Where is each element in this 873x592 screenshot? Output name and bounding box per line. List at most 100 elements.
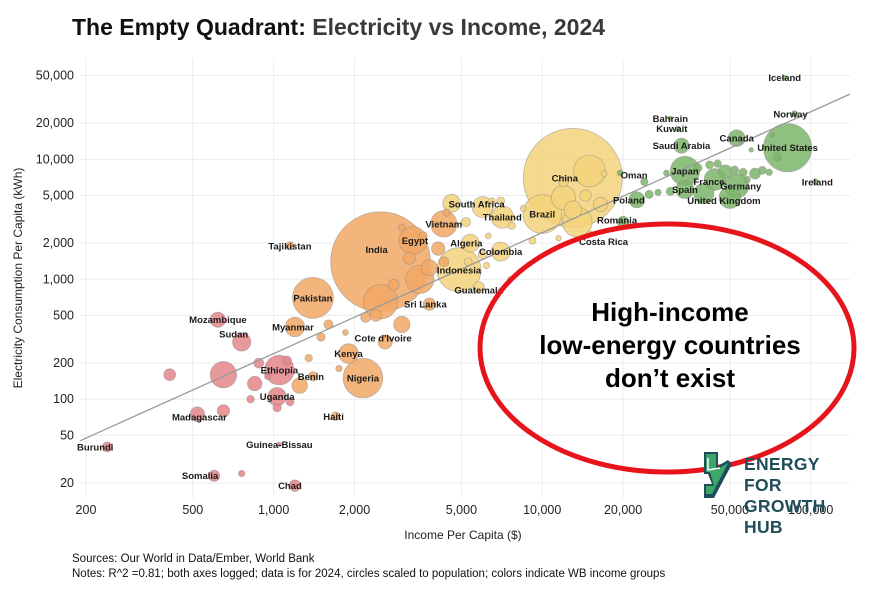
bubble-guinea-bissau [276,441,282,447]
bubble [496,196,505,206]
sources-note: Sources: Our World in Data/Ember, World … [72,553,315,565]
bubble-bahrain [667,115,673,121]
bubble [335,364,343,373]
bubble [418,231,428,241]
bubble-chad [288,479,302,492]
bubble [393,315,411,333]
point-label: Tajikistan [268,241,311,252]
point-label: Cote d'Ivoire [355,333,412,344]
bubble [246,395,255,404]
x-tick-labels: 200 500 1,000 2,000 5,000 10,000 20,000 50,000 1… [76,503,834,517]
bubble [484,232,492,240]
point-label: Kuwait [656,124,688,135]
point-label: Poland [613,195,645,206]
x-tick-label: 200 [76,503,97,517]
bubble-south-africa [471,196,494,218]
bubble-burundi [101,441,113,453]
x-tick-label: 50,000 [711,503,749,517]
point-label: Somalia [182,471,219,482]
bubble-oman [616,169,624,177]
point-label: Madagascar [172,413,227,424]
bubble-sudan [232,332,252,352]
bubble-tajikistan [285,241,295,251]
bubble [738,167,748,177]
bubble [519,205,527,212]
point-label: Nigeria [347,374,380,385]
bubble [402,251,416,265]
point-label: Pakistan [293,293,332,304]
bubble-mozambique [209,311,226,328]
logo-text: ENERGY FOR GROWTH HUB [744,454,858,538]
bubble [247,375,263,392]
point-label: Bahrain [653,114,689,125]
bubble-algeria [461,233,480,253]
bubble-poland [628,191,646,209]
footer: Sources: Our World in Data/Ember, World … [72,552,665,582]
point-label: Romania [597,216,638,227]
bubble-kenya [338,343,359,364]
x-tick-label: 5,000 [446,503,477,517]
bubble [216,404,231,418]
title-part1: The Empty Quadrant: [72,14,306,40]
point-label: Ireland [802,177,833,188]
bubble [663,169,670,177]
point-label: Guatemala [454,286,503,297]
y-tick-label: 20 [60,476,74,490]
bubble-united-kingdom [718,186,742,209]
bubble [573,154,606,188]
bubble-iceland [782,75,788,81]
callout-line-1: High-income [591,297,749,327]
y-tick-label: 50,000 [36,69,74,83]
y-axis-label: Electricity Consumption Per Capita (kWh) [11,168,25,389]
bubble-somalia [208,469,221,482]
bubble-thailand [490,205,514,229]
bubble [488,197,496,205]
point-label: Burundi [77,442,113,453]
point-label: Oman [621,170,648,181]
point-label: Canada [720,134,755,145]
x-tick-label: 2,000 [339,503,370,517]
y-tick-label: 50 [60,428,74,442]
lightning-bolt-icon [704,452,732,498]
point-label: Sri Lanka [404,300,447,311]
y-tick-label: 500 [53,308,74,322]
logo-line-2: GROWTH HUB [744,496,826,537]
bubble [209,361,238,389]
point-label: Thailand [483,213,522,224]
y-tick-label: 20,000 [36,116,74,130]
bubble-madagascar [189,406,206,422]
point-label: Benin [298,372,325,383]
bubble [600,170,608,177]
point-label: Iceland [768,73,801,84]
notes: Notes: R^2 =0.81; both axes logged; data… [72,568,666,580]
x-tick-label: 100,000 [788,503,833,517]
point-label: Norway [773,109,808,120]
bubble-myanmar [284,316,306,338]
point-labels: Burundi Somalia Chad Guinea-Bissau Madagasca… [77,73,833,492]
x-tick-label: 10,000 [523,503,561,517]
bubble [387,278,400,291]
point-label: Chad [278,481,302,492]
title-part2: Electricity vs Income, 2024 [312,14,606,40]
x-tick-label: 1,000 [258,503,289,517]
point-label: Haiti [323,412,344,423]
bubble [238,469,246,478]
point-label: Costa Rica [579,237,629,248]
bubble [442,194,461,213]
bubble [693,182,715,204]
point-label: South Africa [449,200,506,211]
y-tick-label: 200 [53,356,74,370]
bubble [705,160,714,170]
bubble [772,152,782,162]
point-label: Brazil [529,210,555,221]
bubble [729,165,740,176]
bubble [438,256,450,268]
bubble [757,165,767,175]
bubble [644,189,654,199]
point-label: Spain [672,185,698,196]
bubble [765,168,773,176]
bubble-benin [307,371,319,382]
bubble [420,259,438,277]
bubble [397,223,406,232]
chart-title: The Empty Quadrant: Electricity vs Incom… [72,14,605,41]
